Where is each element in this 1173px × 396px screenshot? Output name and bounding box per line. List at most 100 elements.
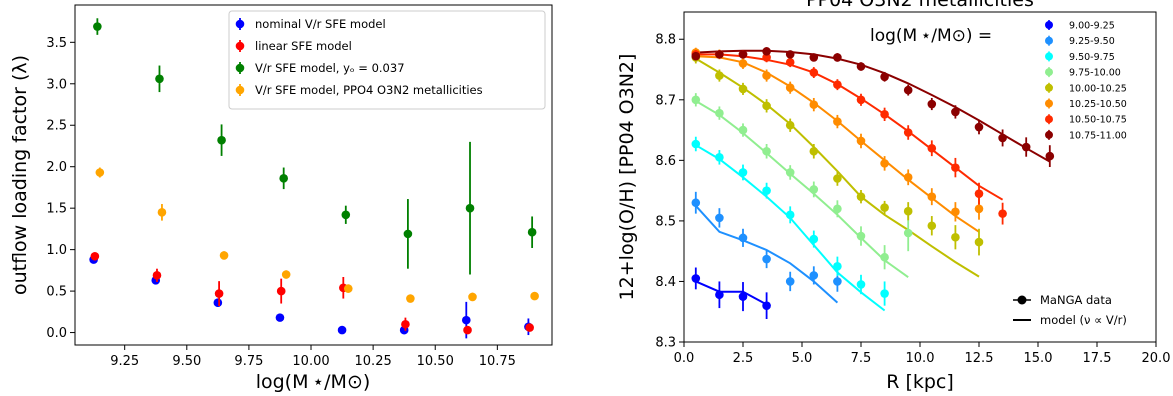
- left-data-point: [93, 22, 102, 31]
- right-y-axis-label: 12+log(O/H) [PP04 O3N2]: [616, 54, 638, 301]
- right-data-point: [785, 210, 795, 220]
- right-x-tick-label: 12.5: [965, 351, 994, 366]
- right-data-point: [691, 198, 701, 208]
- right-data-point: [998, 209, 1007, 218]
- left-plot-marks: [89, 18, 539, 339]
- right-legend-marker: [1045, 68, 1053, 77]
- right-y-tick-label: 8.5: [655, 214, 676, 229]
- right-x-tick-label: 10.0: [906, 351, 935, 366]
- right-x-tick-label: 5.0: [792, 351, 813, 366]
- left-legend-label: V/r SFE model, PPO4 O3N2 metallicities: [255, 83, 483, 97]
- left-data-point: [403, 229, 413, 239]
- right-y-tick-label: 8.7: [655, 93, 676, 108]
- right-legend-label: 10.00-10.25: [1069, 83, 1127, 94]
- left-data-point: [217, 135, 226, 145]
- right-data-point: [762, 186, 771, 195]
- left-data-point: [343, 284, 353, 293]
- right-data-point: [903, 173, 913, 182]
- right-data-point: [715, 50, 724, 59]
- right-model-line: [695, 280, 768, 306]
- right-legend-label: 9.25-9.50: [1069, 36, 1115, 47]
- left-legend-marker: [235, 41, 245, 51]
- right-y-tick-label: 8.8: [655, 33, 676, 48]
- right-x-tick-label: 7.5: [851, 351, 872, 366]
- right-axis-ticks: 0.0 2.5 5.0 7.5 10.0 12.5 15.0 17.5 20.0 8.3 8.4 8.…: [655, 33, 1170, 366]
- right-legend-marker: [1045, 99, 1053, 108]
- right-model-line: [695, 49, 1051, 163]
- left-x-axis-label: log(M ⋆/M⊙): [256, 371, 371, 393]
- right-legend-marker: [1045, 52, 1053, 61]
- right-data-point: [809, 271, 819, 280]
- right-data-point: [738, 59, 748, 68]
- left-data-point: [95, 168, 105, 177]
- right-data-point: [880, 289, 889, 298]
- left-data-point: [461, 315, 471, 325]
- left-data-point: [406, 294, 415, 303]
- right-data-point: [903, 128, 913, 137]
- left-data-point: [279, 174, 288, 183]
- left-data-point: [155, 74, 164, 84]
- right-data-point: [951, 107, 960, 117]
- right-data-point: [880, 252, 889, 262]
- left-legend-marker: [235, 85, 245, 95]
- right-data-point: [951, 232, 960, 242]
- right-data-point: [833, 204, 842, 214]
- left-data-point: [465, 203, 475, 213]
- left-legend-label: V/r SFE model, yₒ = 0.037: [255, 61, 405, 75]
- left-legend-marker: [235, 19, 245, 29]
- left-legend-box: [228, 10, 546, 110]
- legend-model-label: model (ν ∝ V/r): [1040, 313, 1127, 327]
- right-data-point: [785, 120, 795, 130]
- left-plot-frame: [74, 4, 553, 346]
- left-x-tick-label: 9.75: [234, 354, 263, 369]
- left-data-point: [468, 292, 477, 302]
- right-data-point: [856, 136, 866, 146]
- right-x-tick-label: 15.0: [1024, 351, 1053, 366]
- right-data-point: [762, 47, 771, 56]
- right-x-tick-label: 20.0: [1142, 351, 1171, 366]
- right-data-point: [856, 231, 866, 241]
- right-data-point: [762, 254, 771, 264]
- right-data-point: [927, 192, 937, 201]
- right-data-point: [715, 290, 724, 300]
- right-data-point: [833, 80, 842, 89]
- right-y-tick-label: 8.6: [655, 154, 676, 169]
- left-legend-label: linear SFE model: [255, 39, 352, 53]
- left-legend: nominal V/r SFE model linear SFE model V/r…: [235, 17, 483, 97]
- right-data-point: [974, 189, 984, 198]
- right-data-point: [738, 168, 748, 177]
- right-data-point: [691, 51, 701, 61]
- legend-data-label: MaNGA data: [1040, 293, 1112, 307]
- right-data-point: [974, 122, 984, 132]
- right-data-point: [715, 213, 724, 223]
- right-data-point: [1045, 151, 1055, 161]
- left-data-point: [525, 323, 534, 332]
- left-x-tick-label: 9.25: [110, 354, 139, 369]
- right-data-point: [809, 68, 819, 77]
- right-color-legend: 9.00-9.25 9.25-9.50 9.50-9.75 9.75-10.00 10.…: [1045, 20, 1127, 141]
- right-legend-marker: [1045, 115, 1053, 124]
- right-data-point: [903, 206, 913, 216]
- right-data-point: [951, 163, 960, 172]
- right-data-point: [785, 277, 795, 286]
- right-data-point: [1021, 142, 1031, 152]
- right-model-line: [695, 100, 909, 279]
- right-data-point: [691, 95, 701, 105]
- right-data-point: [785, 57, 795, 67]
- left-y-tick-label: 2.5: [46, 119, 67, 134]
- right-data-point: [880, 159, 889, 168]
- left-y-tick-label: 3.5: [46, 36, 67, 51]
- right-y-tick-label: 8.3: [655, 336, 676, 351]
- left-x-tick-label: 10.75: [479, 354, 516, 369]
- right-data-point: [762, 101, 771, 111]
- left-data-point: [527, 227, 537, 237]
- right-data-point: [762, 71, 771, 80]
- left-data-point: [90, 251, 100, 261]
- right-data-point: [738, 50, 748, 59]
- right-data-point: [903, 85, 913, 95]
- left-data-point: [337, 325, 347, 335]
- left-data-point: [463, 325, 472, 335]
- left-data-point: [530, 291, 539, 301]
- right-legend-marker: [1045, 83, 1053, 92]
